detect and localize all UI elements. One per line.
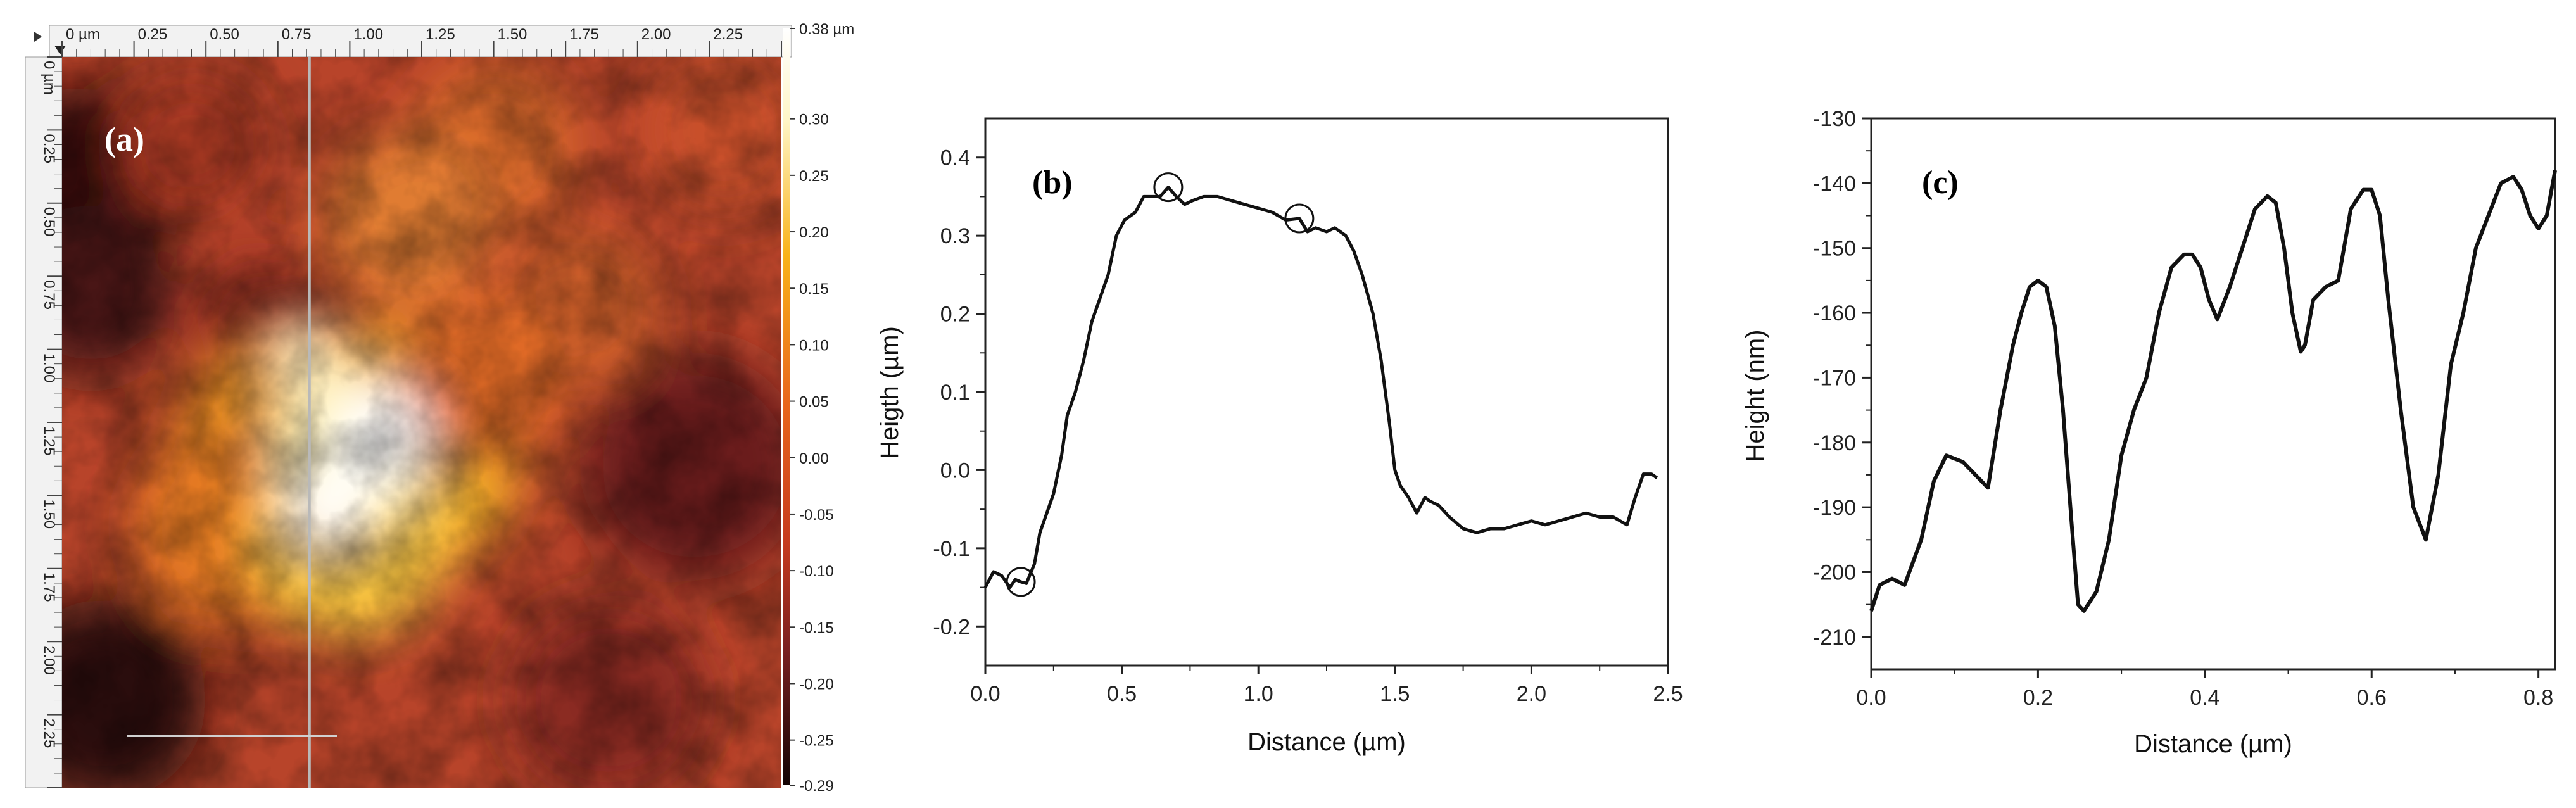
peak-marker-circle	[1153, 172, 1184, 203]
panel-label-b: (b)	[1032, 165, 1073, 201]
afm-x-tick-label: 1.50	[498, 26, 527, 43]
y-tick-label: -180	[1813, 431, 1856, 455]
profile-curve-c	[1869, 170, 2557, 613]
y-tick-label: -130	[1813, 107, 1856, 131]
plot-frame-c	[1870, 117, 2556, 671]
afm-y-tick-label: 0.75	[41, 280, 58, 310]
afm-x-tick-label: 0.50	[210, 26, 239, 43]
y-tick-label: -0.1	[933, 537, 970, 561]
y-tick-label: 0.0	[940, 458, 970, 483]
afm-x-tick-label: 1.25	[426, 26, 455, 43]
y-tick-label: -0.2	[933, 615, 970, 639]
colorbar-tick-label: -0.10	[799, 563, 834, 580]
afm-y-tick-label: 1.75	[41, 572, 58, 602]
plot-frame-b	[984, 117, 1669, 667]
x-tick-label: 0.6	[2357, 686, 2387, 710]
y-tick-label: -200	[1813, 560, 1856, 584]
panel-b-height-profile: 0.0 0.5 1.0 1.5 2.0 2.5 -0.2 -0.1 0.0 0.1 0.2 0.3 0.…	[876, 117, 1683, 756]
colorbar-labels: 0.38 µm 0.30 0.25 0.20 0.15 0.10 0.05 0.00 -0.05…	[790, 21, 854, 795]
colorbar-tick-label: -0.20	[799, 676, 834, 693]
afm-height-map	[62, 57, 781, 788]
afm-y-tick-label: 1.25	[41, 426, 58, 456]
afm-x-tick-label: 0.25	[138, 26, 168, 43]
x-axis-title-b: Distance (µm)	[1247, 728, 1406, 756]
panel-label-a: (a)	[104, 120, 144, 158]
colorbar-tick-label: 0.25	[799, 168, 829, 185]
afm-y-tick-label: 0 µm	[41, 61, 58, 95]
y-tick-label: -140	[1813, 172, 1856, 196]
colorbar-tick-label: 0.15	[799, 281, 829, 298]
colorbar-tick-label: -0.15	[799, 619, 834, 636]
colorbar-tick-label: -0.29	[799, 778, 834, 795]
afm-x-tick-label: 1.75	[569, 26, 599, 43]
ruler-top	[49, 25, 792, 58]
afm-y-tick-label: 0.50	[41, 207, 58, 237]
x-tick-label: 1.5	[1380, 682, 1410, 706]
y-tick-label: -190	[1813, 496, 1856, 520]
y-tick-label: 0.1	[940, 381, 970, 405]
afm-y-tick-label: 0.25	[41, 134, 58, 163]
afm-x-tick-label: 0 µm	[66, 26, 100, 43]
peak-marker-circle	[1006, 567, 1036, 597]
x-tick-label: 0.8	[2523, 686, 2553, 710]
colorbar-tick-label: -0.05	[799, 507, 834, 524]
y-tick-label: -170	[1813, 366, 1856, 390]
afm-x-tick-label: 1.00	[353, 26, 383, 43]
panel-label-c: (c)	[1922, 165, 1959, 201]
x-tick-label: 0.0	[1856, 686, 1886, 710]
x-tick-label: 0.2	[2023, 686, 2053, 710]
y-tick-label: -160	[1813, 301, 1856, 325]
y-axis-title-b: Heigth (µm)	[876, 326, 904, 459]
peak-marker-circle	[1284, 203, 1315, 234]
afm-x-tick-label: 2.00	[641, 26, 671, 43]
x-axis-title-c: Distance (µm)	[2134, 730, 2292, 758]
colorbar	[783, 28, 790, 785]
y-tick-label: -150	[1813, 237, 1856, 261]
afm-y-tick-label: 2.00	[41, 645, 58, 675]
afm-y-tick-label: 2.25	[41, 719, 58, 748]
colorbar-tick-label: 0.20	[799, 224, 829, 241]
afm-y-tick-label: 1.00	[41, 353, 58, 383]
x-tick-label: 0.4	[2190, 686, 2219, 710]
colorbar-tick-label: 0.38 µm	[799, 21, 854, 38]
panel-c-height-profile: 0.0 0.2 0.4 0.6 0.8 -210 -200 -190 -180 -170 -160 -…	[1741, 107, 2557, 758]
y-tick-label: -210	[1813, 626, 1856, 650]
colorbar-tick-label: 0.10	[799, 337, 829, 354]
y-tick-label: 0.2	[940, 303, 970, 327]
x-tick-label: 0.5	[1107, 682, 1137, 706]
x-tick-label: 0.0	[970, 682, 1000, 706]
colorbar-tick-label: 0.00	[799, 450, 829, 467]
x-tick-label: 2.0	[1517, 682, 1546, 706]
x-tick-label: 1.0	[1244, 682, 1273, 706]
afm-y-tick-label: 1.50	[41, 499, 58, 529]
panel-a-afm-image: 0 µm 0.25 0.50 0.75 1.00 1.25 1.50 1.75 2.00 2.25…	[25, 21, 854, 795]
y-tick-label: 0.4	[940, 146, 970, 170]
ruler-arrow-icon	[34, 32, 42, 42]
ruler-corner-marker-icon	[54, 46, 66, 54]
y-tick-label: 0.3	[940, 224, 970, 248]
afm-x-tick-label: 0.75	[282, 26, 312, 43]
colorbar-tick-label: -0.25	[799, 733, 834, 750]
x-tick-label: 2.5	[1653, 682, 1683, 706]
colorbar-tick-label: 0.30	[799, 111, 829, 129]
y-axis-title-c: Height (nm)	[1741, 330, 1769, 462]
profile-curve-b	[983, 186, 1658, 590]
afm-x-tick-label: 2.25	[713, 26, 743, 43]
colorbar-tick-label: 0.05	[799, 394, 829, 411]
